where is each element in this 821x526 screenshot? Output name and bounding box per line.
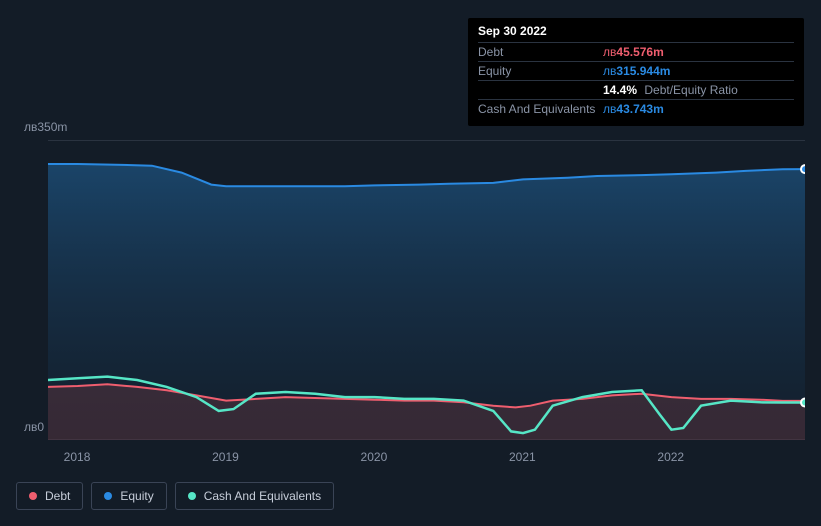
tooltip-value: 14.4% Debt/Equity Ratio (603, 83, 738, 97)
x-tick: 2018 (64, 450, 91, 464)
tooltip-row: Cash And Equivalentsлв43.743m (478, 99, 794, 118)
end-marker-cash (801, 399, 805, 407)
legend-item-equity[interactable]: Equity (91, 482, 166, 510)
legend-item-cash-and-equivalents[interactable]: Cash And Equivalents (175, 482, 334, 510)
legend-dot-icon (104, 492, 112, 500)
tooltip-row: Equityлв315.944m (478, 61, 794, 80)
x-tick: 2022 (657, 450, 684, 464)
tooltip-value: лв43.743m (603, 102, 664, 116)
x-tick: 2020 (361, 450, 388, 464)
chart-tooltip: Sep 30 2022 Debtлв45.576mEquityлв315.944… (468, 18, 804, 126)
tooltip-label: Equity (478, 64, 603, 78)
tooltip-label: Debt (478, 45, 603, 59)
y-tick-max: лв350m (24, 120, 67, 134)
legend-label: Debt (45, 489, 70, 503)
chart-area: лв350m лв0 (16, 120, 805, 450)
tooltip-value: лв45.576m (603, 45, 664, 59)
x-axis-labels: 2018 2019 2020 2021 2022 (16, 450, 805, 470)
legend-item-debt[interactable]: Debt (16, 482, 83, 510)
tooltip-row: Debtлв45.576m (478, 42, 794, 61)
tooltip-label (478, 83, 603, 97)
legend-dot-icon (188, 492, 196, 500)
tooltip-label: Cash And Equivalents (478, 102, 603, 116)
legend-label: Cash And Equivalents (204, 489, 321, 503)
chart-legend: Debt Equity Cash And Equivalents (16, 482, 334, 510)
x-tick: 2021 (509, 450, 536, 464)
tooltip-date: Sep 30 2022 (478, 24, 794, 42)
legend-dot-icon (29, 492, 37, 500)
x-tick: 2019 (212, 450, 239, 464)
y-tick-min: лв0 (24, 420, 44, 434)
tooltip-value: лв315.944m (603, 64, 670, 78)
end-marker-equity (801, 165, 805, 173)
chart-plot[interactable] (48, 140, 805, 440)
tooltip-row: 14.4% Debt/Equity Ratio (478, 80, 794, 99)
legend-label: Equity (120, 489, 153, 503)
